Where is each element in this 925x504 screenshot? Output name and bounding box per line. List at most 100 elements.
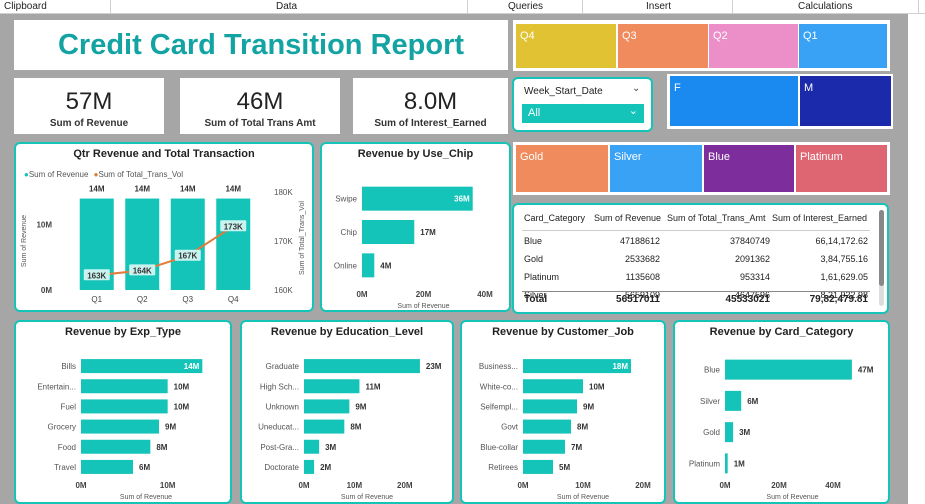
- card-category-chart: Revenue by Card_Category Blue 47M Silver 6M…: [673, 320, 890, 504]
- category-label: Graduate: [266, 362, 300, 371]
- ribbon-insert[interactable]: Insert: [646, 1, 672, 12]
- card-tile-platinum[interactable]: Platinum: [796, 145, 887, 192]
- data-label: 3M: [739, 428, 750, 437]
- bar: [523, 439, 565, 454]
- week-slicer: Week_Start_Date ⌄ All ⌄: [512, 77, 653, 132]
- table-cell: 2091362: [734, 254, 770, 264]
- quarter-tile-q4[interactable]: Q4: [516, 24, 616, 68]
- legend-dot-icon: ●: [24, 170, 29, 179]
- use-chip-chart: Revenue by Use_Chip Swipe 36M Chip 17M Onlin…: [320, 142, 511, 312]
- gender-tile-f[interactable]: F: [670, 76, 798, 126]
- axis-title: Sum of Revenue: [120, 494, 172, 501]
- table-row[interactable]: Blue 47188612 37840749 66,14,172.62: [524, 236, 874, 250]
- data-label: 167K: [178, 252, 197, 261]
- quarter-tile-q1[interactable]: Q1: [799, 24, 887, 68]
- data-label: 163K: [87, 271, 106, 280]
- category-label: Q4: [228, 295, 239, 304]
- table-cell: 3,84,755.16: [820, 254, 868, 264]
- category-label: Entertain...: [37, 382, 76, 391]
- ribbon-data[interactable]: Data: [276, 1, 298, 12]
- card-tile-gold[interactable]: Gold: [516, 145, 608, 192]
- bar: [725, 422, 734, 443]
- ribbon-queries[interactable]: Queries: [508, 1, 544, 12]
- tick-label: 20M: [397, 481, 413, 490]
- total-revenue: 56517011: [616, 294, 660, 305]
- table-row[interactable]: Gold 2533682 2091362 3,84,755.16: [524, 254, 874, 268]
- chart-legend: ●Sum of Revenue ●Sum of Total_Trans_Vol: [24, 170, 183, 179]
- chart-title: Revenue by Use_Chip: [357, 148, 474, 160]
- bar: [725, 453, 728, 474]
- tick-label: 10M: [347, 481, 363, 490]
- card-tile-blue[interactable]: Blue: [704, 145, 794, 192]
- table-cell: 47188612: [619, 236, 660, 246]
- tick-label: 0M: [75, 481, 86, 490]
- bar: [523, 459, 553, 474]
- table-row[interactable]: Platinum 1135608 953314 1,61,629.05: [524, 272, 874, 286]
- table-header[interactable]: Sum of Revenue: [594, 213, 662, 223]
- tick-label: 0M: [517, 481, 528, 490]
- table-cell: Silver: [524, 290, 547, 300]
- ribbon-calculations[interactable]: Calculations: [798, 1, 853, 12]
- data-label: 10M: [174, 402, 190, 411]
- category-label: Chip: [341, 228, 358, 237]
- data-label-bg: [174, 249, 201, 261]
- qtr-chart: Qtr Revenue and Total Transaction ●Sum o…: [14, 142, 314, 312]
- category-label: Unknown: [266, 402, 299, 411]
- data-label: 14M: [89, 185, 105, 194]
- data-label: 173K: [224, 222, 243, 231]
- tick-label: 0M: [719, 481, 730, 490]
- chart-plot: Graduate 23M High Sch... 11M Unknown 9M Uneduc…: [258, 359, 442, 501]
- bar: [362, 253, 375, 278]
- data-label: 4M: [380, 261, 391, 270]
- tile-label: F: [674, 82, 681, 94]
- chart-plot: Bills 14M Entertain... 10M Fuel 10M Grocery 9M F…: [37, 359, 203, 501]
- category-label: Retirees: [488, 463, 518, 472]
- data-label: 7M: [571, 443, 582, 452]
- bar: [81, 439, 151, 454]
- bar: [304, 399, 350, 414]
- kpi-label: Sum of Total Trans Amt: [204, 118, 316, 129]
- chevron-down-icon[interactable]: ⌄: [632, 83, 641, 94]
- bar: [304, 419, 345, 434]
- quarter-tile-q2[interactable]: Q2: [709, 24, 798, 68]
- right-scrollbar[interactable]: [908, 14, 925, 504]
- table-header[interactable]: Sum of Total_Trans_Amt: [667, 213, 766, 223]
- category-label: Bills: [61, 362, 76, 371]
- tick-label: 180K: [274, 188, 293, 197]
- table-row[interactable]: Silver 5659109 4647596 8,21,922.98: [524, 290, 874, 304]
- data-label: 11M: [365, 382, 380, 391]
- chart-title: Revenue by Customer_Job: [492, 326, 634, 338]
- ribbon-clipboard[interactable]: Clipboard: [4, 1, 47, 12]
- tick-label: 10M: [575, 481, 591, 490]
- quarter-tile-q3[interactable]: Q3: [618, 24, 708, 68]
- tile-label: Silver: [614, 151, 642, 163]
- data-label: 17M: [420, 228, 436, 237]
- card-tile-silver[interactable]: Silver: [610, 145, 702, 192]
- table-header[interactable]: Sum of Interest_Earned: [772, 213, 868, 223]
- axis-title: Sum of Total_Trans_Vol: [299, 201, 306, 275]
- tick-label: 20M: [771, 481, 787, 490]
- category-label: Silver: [700, 397, 720, 406]
- ribbon: Clipboard Data Queries Insert Calculatio…: [0, 0, 925, 14]
- table-cell: 66,14,172.62: [815, 236, 868, 246]
- tile-label: M: [804, 82, 814, 94]
- category-label: Business...: [479, 362, 518, 371]
- chart-title: Revenue by Card_Category: [709, 326, 854, 338]
- table-cell: 5659109: [624, 290, 660, 300]
- chart-plot: Blue 47M Silver 6M Gold 3M Platinum 1M 0M 20M 40M S…: [689, 359, 874, 501]
- table-scrollbar[interactable]: [879, 210, 884, 306]
- tile-label: Q4: [520, 30, 535, 42]
- slicer-label: Week_Start_Date: [524, 86, 603, 97]
- data-label: 47M: [858, 366, 874, 375]
- tile-label: Platinum: [800, 151, 843, 163]
- data-label: 14M: [225, 185, 241, 194]
- table-cell: 1,61,629.05: [820, 272, 868, 282]
- data-label: 6M: [747, 397, 758, 406]
- data-label: 23M: [426, 362, 442, 371]
- slicer-dropdown[interactable]: All ⌄: [522, 104, 644, 123]
- table-header[interactable]: Card_Category: [524, 213, 586, 223]
- gender-tile-m[interactable]: M: [800, 76, 891, 126]
- data-label: 14M: [184, 362, 200, 371]
- data-label: 164K: [133, 266, 152, 275]
- tick-label: 20M: [416, 290, 432, 299]
